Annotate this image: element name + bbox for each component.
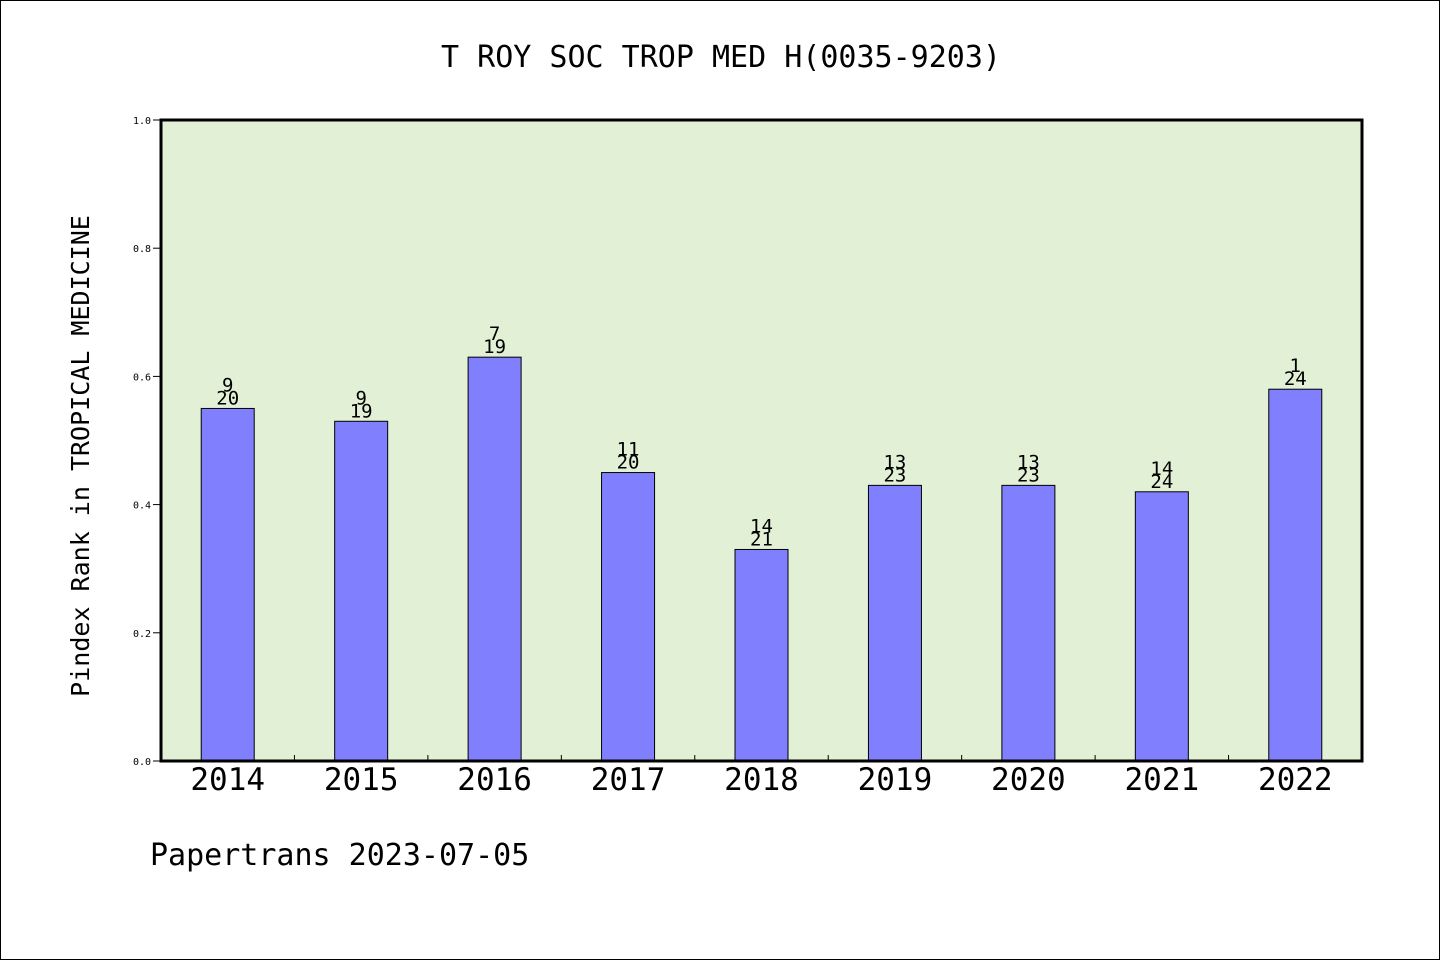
bar: [1001, 484, 1056, 762]
bar-total-label: 23: [883, 464, 906, 486]
y-axis-title: Pindex Rank in TROPICAL MEDICINE: [66, 215, 95, 697]
bar: [867, 484, 922, 762]
x-tick-label: 2021: [1125, 762, 1200, 798]
bar-rank-label: 1: [1290, 355, 1301, 377]
bar-rank-label: 14: [1150, 458, 1173, 480]
bar-total-label: 24: [1284, 368, 1307, 390]
chart-title: T ROY SOC TROP MED H(0035-9203): [441, 40, 1001, 75]
y-axis-ticks: 0.0 0.2 0.4 0.6 0.8 1.0: [133, 116, 161, 768]
y-tick-label: 1.0: [133, 116, 151, 127]
bar-rank-label: 9: [355, 387, 366, 409]
bars: [200, 356, 1323, 762]
footer-credit: Papertrans 2023-07-05: [150, 838, 529, 873]
plot-border: [159, 118, 1364, 763]
x-tick-label: 2019: [858, 762, 933, 798]
bar: [467, 356, 522, 762]
x-tick-label: 2018: [724, 762, 799, 798]
x-tick-label: 2017: [591, 762, 666, 798]
bar-rank-label: 13: [1017, 451, 1040, 473]
bar: [1134, 491, 1189, 762]
x-tick-label: 2022: [1258, 762, 1333, 798]
bar: [200, 407, 255, 762]
bar-total-label: 20: [216, 387, 239, 409]
bar-total-label: 24: [1150, 471, 1173, 493]
y-tick-label: 0.0: [133, 757, 151, 768]
bar-total-label: 20: [617, 452, 640, 474]
x-tick-label: 2015: [324, 762, 399, 798]
x-tick-label: 2016: [457, 762, 532, 798]
y-tick-label: 0.6: [133, 372, 151, 383]
y-tick-label: 0.2: [133, 629, 151, 640]
bar-total-label: 19: [483, 336, 506, 358]
bar: [734, 548, 789, 762]
bar-rank-label: 7: [489, 323, 500, 345]
x-axis-ticks: 2014 2015 2016 2017 2018 2019 2020 2021 2022: [190, 755, 1333, 798]
bar-total-label: 23: [1017, 464, 1040, 486]
x-tick-label: 2020: [991, 762, 1066, 798]
y-tick-label: 0.8: [133, 244, 151, 255]
bar-total-label: 19: [350, 400, 373, 422]
bar-rank-label: 13: [883, 451, 906, 473]
bar-rank-label: 9: [222, 374, 233, 396]
bar: [334, 420, 389, 762]
bar: [601, 472, 656, 762]
bar-total-label: 21: [750, 528, 773, 550]
bar-rank-label: 11: [617, 439, 640, 461]
bar-rank-label: 14: [750, 515, 773, 537]
x-tick-label: 2014: [190, 762, 265, 798]
y-tick-label: 0.4: [133, 501, 151, 512]
bar: [1268, 388, 1323, 762]
